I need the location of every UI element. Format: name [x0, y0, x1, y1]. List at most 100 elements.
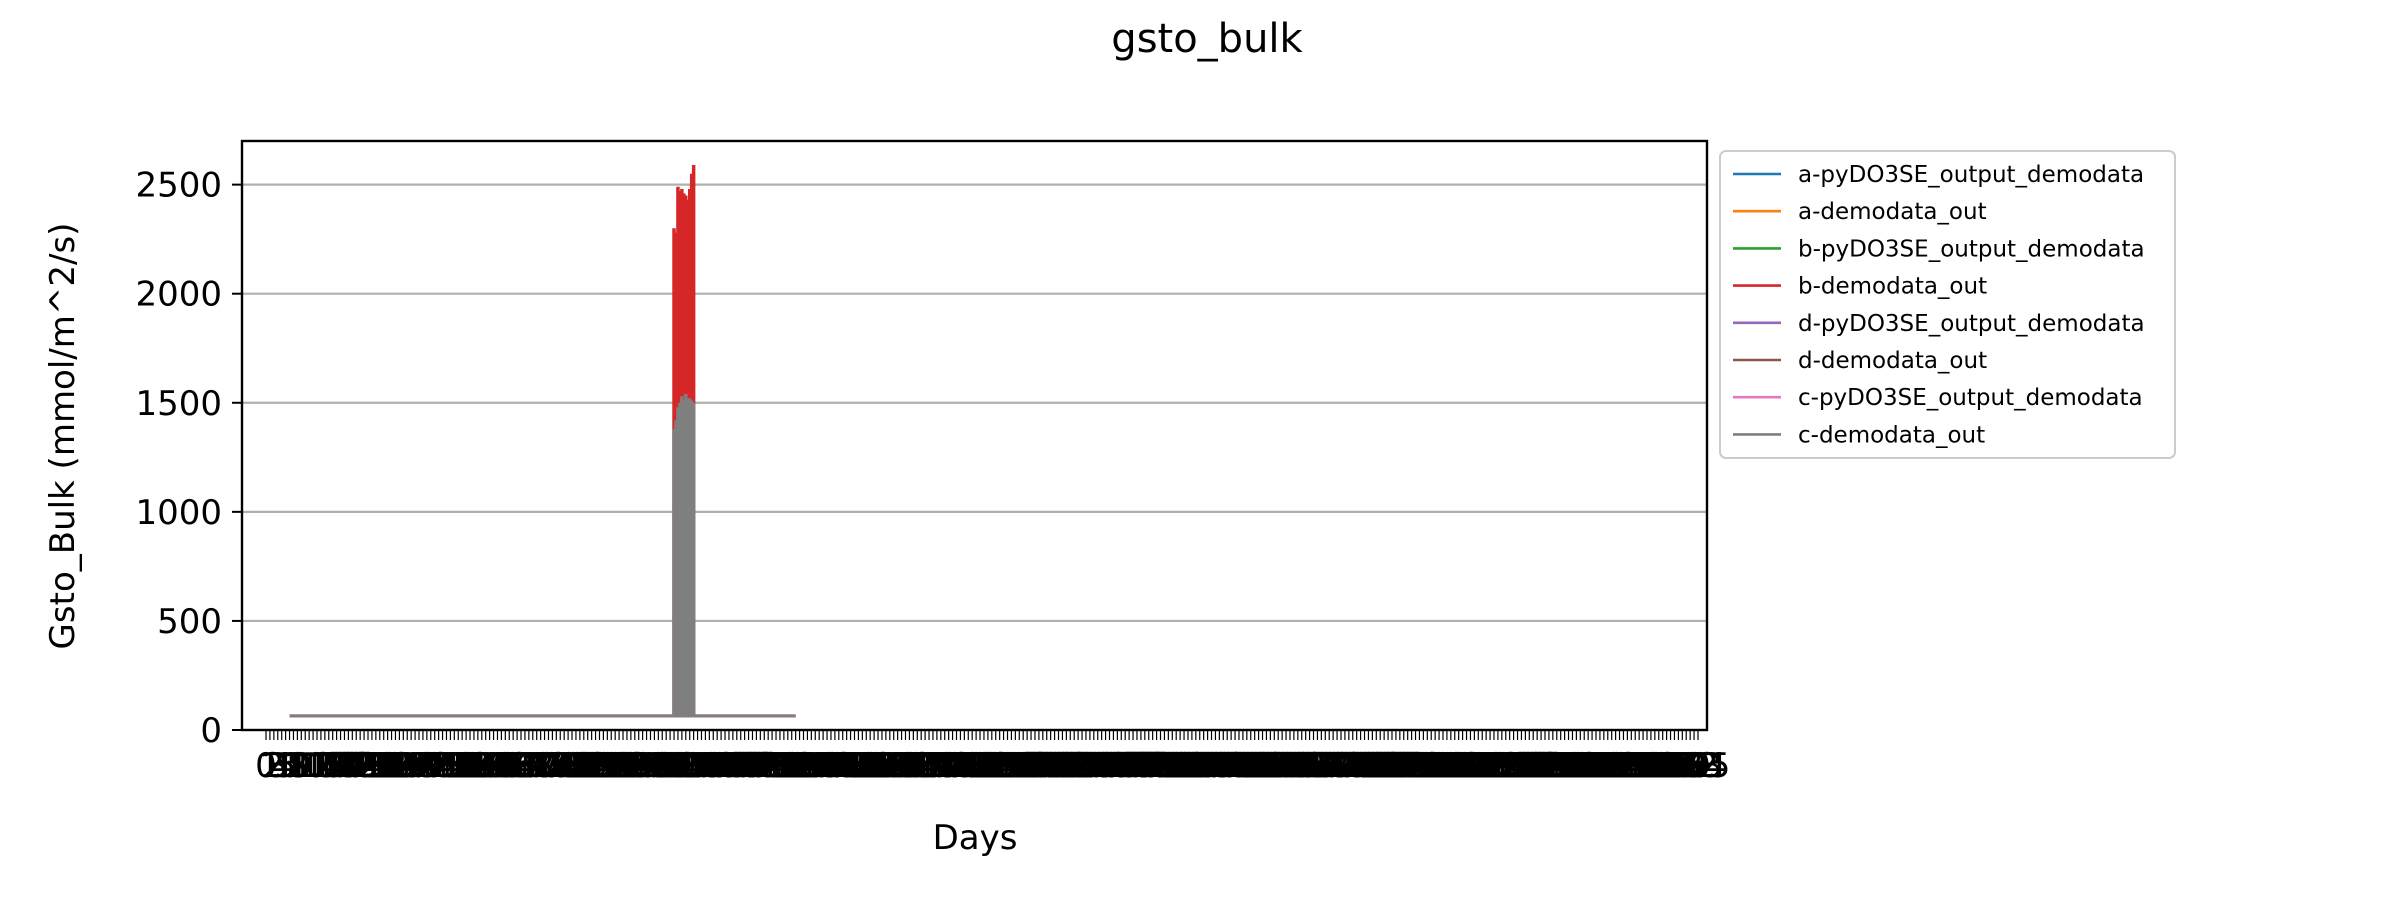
x-tick-label: 58 [472, 746, 515, 786]
x-tick-label: 320 [1489, 746, 1554, 786]
x-ticks: 0123456789101112131415161718192021222324… [255, 730, 1730, 786]
x-tick-label: 91 [601, 746, 644, 786]
x-tick-label: 152 [830, 746, 895, 786]
x-tick-label: 318 [1481, 746, 1546, 786]
x-tick-label: 315 [1469, 746, 1534, 786]
x-tick-label: 3 [267, 746, 289, 786]
x-tick-label: 360 [1646, 746, 1711, 786]
x-tick-label: 45 [421, 746, 464, 786]
x-tick-label: 128 [736, 746, 801, 786]
x-tick-label: 229 [1132, 746, 1197, 786]
x-tick-label: 190 [979, 746, 1044, 786]
x-tick-label: 313 [1462, 746, 1527, 786]
x-tick-label: 109 [661, 746, 726, 786]
x-tick-label: 166 [885, 746, 950, 786]
x-tick-label: 246 [1199, 746, 1264, 786]
x-tick-label: 99 [633, 746, 676, 786]
x-tick-label: 194 [995, 746, 1060, 786]
x-tick-label: 277 [1320, 746, 1385, 786]
x-tick-label: 29 [358, 746, 401, 786]
x-tick-label: 273 [1305, 746, 1370, 786]
x-tick-label: 357 [1634, 746, 1699, 786]
x-tick-label: 290 [1371, 746, 1436, 786]
x-tick-label: 5 [275, 746, 297, 786]
series-c-demodata_out [289, 394, 796, 718]
x-tick-label: 121 [708, 746, 773, 786]
x-tick-label: 38 [393, 746, 436, 786]
y-axis: 0 500 1000 1500 2000 2500 Gsto_Bulk (mmol/m^2… [43, 166, 242, 751]
x-tick-label: 159 [857, 746, 922, 786]
x-tick-label: 254 [1230, 746, 1295, 786]
x-tick-label: 140 [783, 746, 848, 786]
x-tick-label: 89 [594, 746, 637, 786]
x-tick-label: 257 [1242, 746, 1307, 786]
x-tick-label: 169 [897, 746, 962, 786]
x-tick-label: 294 [1387, 746, 1452, 786]
x-tick-label: 249 [1210, 746, 1275, 786]
x-tick-label: 111 [669, 746, 734, 786]
x-tick-label: 302 [1418, 746, 1483, 786]
x-tick-label: 155 [842, 746, 907, 786]
x-tick-label: 331 [1532, 746, 1597, 786]
x-tick-label: 0 [255, 746, 277, 786]
x-tick-label: 221 [1101, 746, 1166, 786]
x-tick-label: 362 [1654, 746, 1719, 786]
x-tick-label: 101 [630, 746, 695, 786]
x-tick-label: 163 [873, 746, 938, 786]
x-tick-label: 345 [1587, 746, 1652, 786]
x-tick-label: 137 [771, 746, 836, 786]
x-tick-label: 193 [991, 746, 1056, 786]
x-tick-label: 158 [853, 746, 918, 786]
x-tick-label: 74 [535, 746, 578, 786]
x-tick-label: 61 [484, 746, 527, 786]
x-tick-label: 197 [1006, 746, 1071, 786]
x-tick-label: 296 [1395, 746, 1460, 786]
x-tick-label: 176 [924, 746, 989, 786]
x-tick-label: 346 [1591, 746, 1656, 786]
x-tick-label: 258 [1246, 746, 1311, 786]
x-tick-label: 66 [503, 746, 546, 786]
x-tick-label: 35 [382, 746, 425, 786]
x-tick-label: 203 [1030, 746, 1095, 786]
x-tick-label: 250 [1214, 746, 1279, 786]
x-tick-label: 264 [1269, 746, 1334, 786]
x-tick-label: 20 [323, 746, 366, 786]
x-tick-label: 184 [955, 746, 1020, 786]
x-tick-label: 204 [1034, 746, 1099, 786]
x-tick-label: 178 [932, 746, 997, 786]
x-tick-label: 225 [1116, 746, 1181, 786]
x-tick-label: 70 [519, 746, 562, 786]
legend-label: d-pyDO3SE_output_demodata [1798, 311, 2145, 337]
x-tick-label: 62 [488, 746, 531, 786]
y-tick-label: 1500 [135, 384, 222, 424]
x-tick-label: 134 [759, 746, 824, 786]
x-tick-label: 15 [303, 746, 346, 786]
x-tick-label: 253 [1226, 746, 1291, 786]
x-tick-label: 34 [378, 746, 421, 786]
x-tick-label: 76 [543, 746, 586, 786]
x-tick-label: 55 [460, 746, 503, 786]
x-tick-label: 22 [331, 746, 374, 786]
x-tick-label: 164 [877, 746, 942, 786]
x-tick-label: 83 [570, 746, 613, 786]
plot-area [240, 139, 1709, 732]
x-tick-label: 132 [751, 746, 816, 786]
x-tick-label: 364 [1662, 746, 1727, 786]
x-tick-label: 243 [1187, 746, 1252, 786]
x-tick-label: 291 [1375, 746, 1440, 786]
x-tick-label: 36 [386, 746, 429, 786]
y-tick-label: 500 [157, 602, 222, 642]
x-tick-label: 282 [1340, 746, 1405, 786]
x-tick-label: 94 [613, 746, 656, 786]
x-tick-label: 210 [1057, 746, 1122, 786]
x-tick-label: 59 [476, 746, 519, 786]
x-tick-label: 142 [791, 746, 856, 786]
x-tick-label: 46 [425, 746, 468, 786]
x-tick-label: 240 [1175, 746, 1240, 786]
x-tick-label: 57 [468, 746, 511, 786]
x-tick-label: 105 [645, 746, 710, 786]
x-tick-label: 316 [1473, 746, 1538, 786]
x-tick-label: 117 [693, 746, 758, 786]
x-tick-label: 177 [928, 746, 993, 786]
x-tick-label: 356 [1630, 746, 1695, 786]
